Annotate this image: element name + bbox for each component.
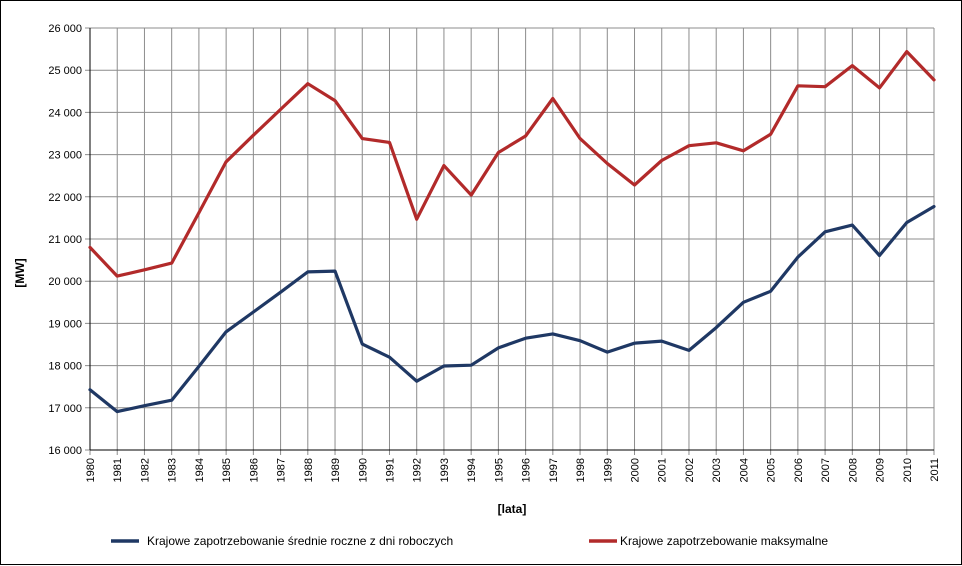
- x-tick-label: 1996: [521, 458, 533, 482]
- x-tick-label: 1984: [194, 458, 206, 482]
- series-lines: [88, 49, 936, 414]
- x-tick-label: 1981: [112, 458, 124, 482]
- y-tick-label: 25 000: [48, 65, 82, 77]
- y-tick-label: 26 000: [48, 23, 82, 35]
- y-tick-label: 24 000: [48, 107, 82, 119]
- series-line: [88, 49, 936, 278]
- x-tick-label: 1995: [493, 458, 505, 482]
- x-tick-labels: 1980 1981 1982 1983 1984 1985 1986 1987 1988 1989…: [85, 458, 941, 482]
- y-tick-label: 20 000: [48, 276, 82, 288]
- x-tick-label: 1988: [303, 458, 315, 482]
- x-tick-label: 2005: [766, 458, 778, 482]
- x-axis-title: [lata]: [498, 502, 527, 516]
- y-tick-label: 16 000: [48, 445, 82, 457]
- x-tick-label: 1999: [602, 458, 614, 482]
- x-tick-label: 1997: [548, 458, 560, 482]
- x-tick-label: 1980: [85, 458, 97, 482]
- x-tick-label: 2003: [711, 458, 723, 482]
- x-tick-label: 1989: [330, 458, 342, 482]
- x-tick-label: 1993: [439, 458, 451, 482]
- x-tick-label: 2010: [902, 458, 914, 482]
- x-tick-label: 2007: [820, 458, 832, 482]
- y-tick-label: 17 000: [48, 403, 82, 415]
- y-tick-label: 22 000: [48, 192, 82, 204]
- x-tick-label: 1985: [221, 458, 233, 482]
- x-tick-label: 2008: [847, 458, 859, 482]
- x-tick-label: 2002: [684, 458, 696, 482]
- y-tick-labels: 16 000 17 000 18 000 19 000 20 000 21 000 22 0…: [48, 23, 82, 457]
- x-tick-label: 1982: [139, 458, 151, 482]
- grid: [85, 27, 935, 455]
- x-tick-label: 1991: [384, 458, 396, 482]
- x-tick-label: 2001: [657, 458, 669, 482]
- x-tick-label: 1992: [412, 458, 424, 482]
- x-tick-label: 1983: [167, 458, 179, 482]
- legend-label-average: Krajowe zapotrzebowanie średnie roczne z…: [147, 534, 453, 548]
- x-tick-label: 2004: [738, 458, 750, 482]
- x-tick-label: 2000: [630, 458, 642, 482]
- y-tick-label: 18 000: [48, 361, 82, 373]
- y-tick-label: 19 000: [48, 318, 82, 330]
- x-tick-label: 2009: [875, 458, 887, 482]
- x-tick-label: 1986: [248, 458, 260, 482]
- legend-label-maximum: Krajowe zapotrzebowanie maksymalne: [620, 534, 828, 548]
- x-tick-label: 2011: [929, 458, 941, 482]
- x-tick-label: 1998: [575, 458, 587, 482]
- y-tick-label: 21 000: [48, 234, 82, 246]
- y-tick-label: 23 000: [48, 150, 82, 162]
- legend: Krajowe zapotrzebowanie średnie roczne z…: [111, 534, 828, 548]
- x-tick-label: 1994: [466, 458, 478, 482]
- y-axis-title: [MW]: [13, 258, 27, 287]
- x-tick-label: 2006: [793, 458, 805, 482]
- x-tick-label: 1987: [276, 458, 288, 482]
- series-line: [88, 204, 936, 414]
- x-tick-label: 1990: [357, 458, 369, 482]
